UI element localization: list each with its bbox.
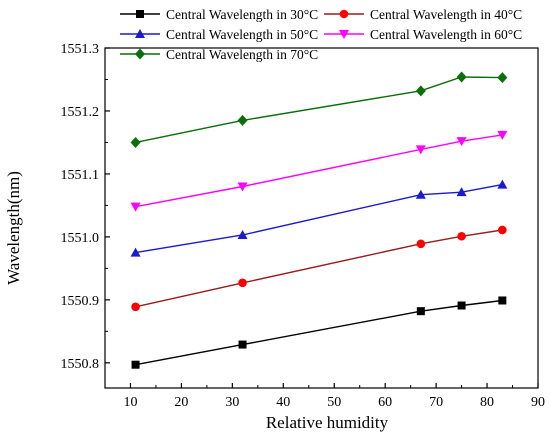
data-point (416, 307, 425, 316)
x-tick-label: 30 (225, 395, 239, 410)
legend-marker (135, 48, 145, 60)
legend-label: Central Wavelength in 70°C (166, 47, 318, 62)
y-tick-label: 1550.9 (61, 294, 100, 309)
data-point (415, 189, 426, 199)
data-point (498, 225, 507, 235)
series-line (135, 299, 503, 366)
x-tick-label: 50 (327, 395, 341, 410)
plot-frame (104, 47, 539, 389)
data-point (497, 72, 508, 84)
data-point (415, 145, 426, 155)
legend-label: Central Wavelength in 40°C (370, 7, 522, 22)
series-5 (130, 71, 508, 148)
legend-label: Central Wavelength in 60°C (370, 27, 522, 42)
x-tick-label: 60 (378, 395, 392, 410)
y-tick-label: 1551.0 (61, 231, 100, 246)
series-4 (130, 130, 508, 212)
series-group (130, 71, 508, 369)
data-point (498, 296, 507, 305)
legend-label: Central Wavelength in 30°C (166, 7, 318, 22)
legend-marker (135, 29, 145, 38)
data-point (456, 137, 467, 147)
legend: Central Wavelength in 30°C Central Wavele… (120, 7, 522, 62)
data-point (416, 239, 426, 249)
x-tick-label: 10 (123, 395, 137, 410)
series-3 (130, 179, 508, 257)
data-point (497, 179, 508, 189)
series-line (135, 76, 503, 144)
series-line (135, 229, 503, 308)
y-tick-label: 1551.2 (61, 105, 100, 120)
x-axis: 10 20 30 40 50 60 70 80 90 (123, 383, 545, 410)
data-point (130, 202, 141, 212)
legend-marker (339, 9, 349, 19)
data-point (457, 231, 466, 241)
data-point (456, 187, 467, 197)
series-2 (131, 225, 507, 312)
y-tick-label: 1550.8 (61, 357, 100, 372)
series-line (135, 134, 503, 208)
x-tick-label: 40 (276, 395, 290, 410)
data-point (238, 340, 247, 349)
y-axis-title: Wavelength(nm) (4, 171, 23, 285)
y-tick-label: 1551.1 (61, 168, 100, 183)
data-point (131, 302, 140, 312)
series-1 (131, 296, 507, 369)
data-point (237, 114, 248, 126)
legend-label: Central Wavelength in 50°C (166, 27, 318, 42)
legend-item: Central Wavelength in 50°C (120, 27, 318, 42)
y-tick-label: 1551.3 (61, 42, 100, 57)
data-point (457, 301, 466, 310)
legend-item: Central Wavelength in 60°C (324, 27, 522, 42)
data-point (238, 278, 247, 288)
series-line (135, 183, 503, 254)
data-point (131, 360, 140, 369)
data-point (237, 230, 248, 239)
x-tick-label: 90 (531, 395, 545, 410)
data-point (130, 247, 141, 257)
x-tick-label: 20 (174, 395, 188, 410)
data-point (237, 182, 248, 192)
x-tick-label: 80 (480, 395, 494, 410)
data-point (497, 130, 508, 140)
y-axis: 1550.8 1550.9 1551.0 1551.1 1551.2 1551.3 (61, 42, 110, 372)
legend-item: Central Wavelength in 70°C (120, 47, 318, 62)
data-point (415, 85, 426, 97)
legend-item: Central Wavelength in 40°C (324, 7, 522, 22)
legend-item: Central Wavelength in 30°C (120, 7, 318, 22)
x-axis-title: Relative humidity (266, 413, 389, 432)
legend-marker (136, 10, 144, 18)
plot-area (104, 47, 539, 389)
data-point (130, 136, 141, 148)
legend-marker (339, 30, 349, 39)
x-tick-label: 70 (429, 395, 443, 410)
data-point (456, 71, 467, 83)
